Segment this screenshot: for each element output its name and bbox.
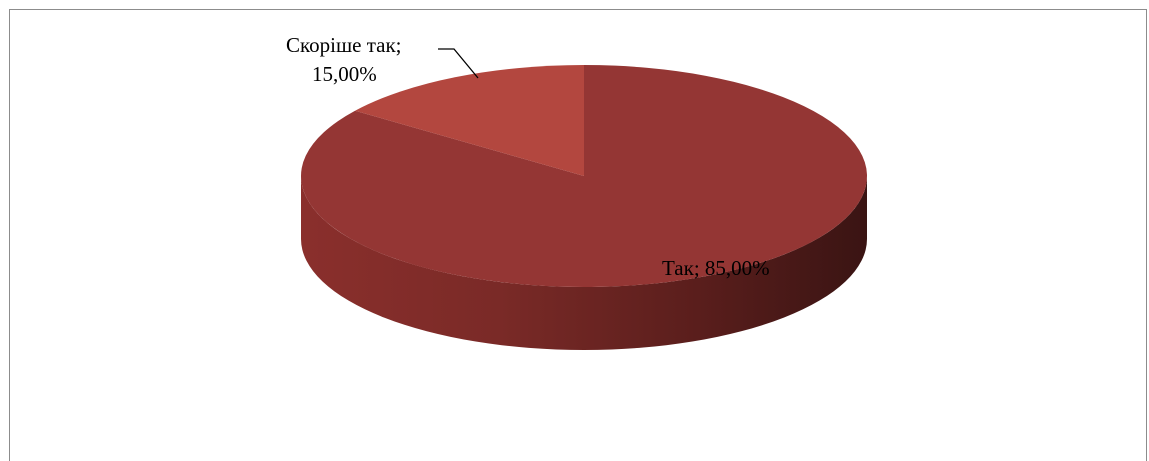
pie-top	[301, 65, 867, 287]
data-label-skorishe-tak-line1: Скоріше так;	[286, 33, 402, 57]
chart-frame: Так; 85,00% Скоріше так; 15,00%	[9, 9, 1147, 461]
leader-lines	[438, 48, 479, 79]
data-label-tak: Так; 85,00%	[662, 256, 770, 280]
slice-labels: Так; 85,00% Скоріше так; 15,00%	[286, 33, 770, 280]
pie-side-wall	[301, 176, 867, 350]
pie-slice-skorishe-tak	[355, 65, 584, 176]
pie-slice-tak	[301, 65, 867, 287]
data-label-skorishe-tak-line2: 15,00%	[312, 62, 377, 86]
leader-line-skorishe-tak	[438, 48, 479, 79]
pie-chart: Так; 85,00% Скоріше так; 15,00%	[286, 33, 867, 350]
pie-side-wall-shape	[301, 176, 867, 350]
